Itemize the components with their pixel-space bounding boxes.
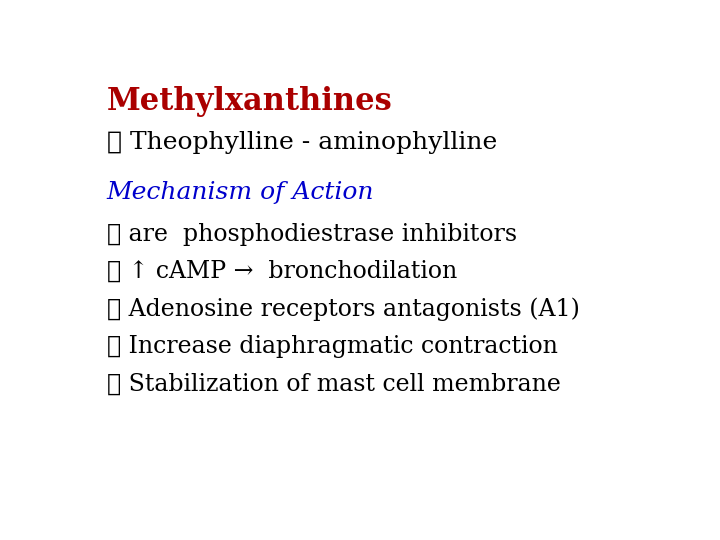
Text: ➢ are  phosphodiestrase inhibitors: ➢ are phosphodiestrase inhibitors <box>107 223 517 246</box>
Text: ➢ Theophylline - aminophylline: ➢ Theophylline - aminophylline <box>107 131 497 154</box>
Text: Mechanism of Action: Mechanism of Action <box>107 181 374 204</box>
Text: ➢ Increase diaphragmatic contraction: ➢ Increase diaphragmatic contraction <box>107 335 557 358</box>
Text: ➢ ↑ cAMP →  bronchodilation: ➢ ↑ cAMP → bronchodilation <box>107 260 457 283</box>
Text: ➢ Stabilization of mast cell membrane: ➢ Stabilization of mast cell membrane <box>107 373 561 395</box>
Text: ➢ Adenosine receptors antagonists (A1): ➢ Adenosine receptors antagonists (A1) <box>107 298 580 321</box>
Text: Methylxanthines: Methylxanthines <box>107 85 392 117</box>
